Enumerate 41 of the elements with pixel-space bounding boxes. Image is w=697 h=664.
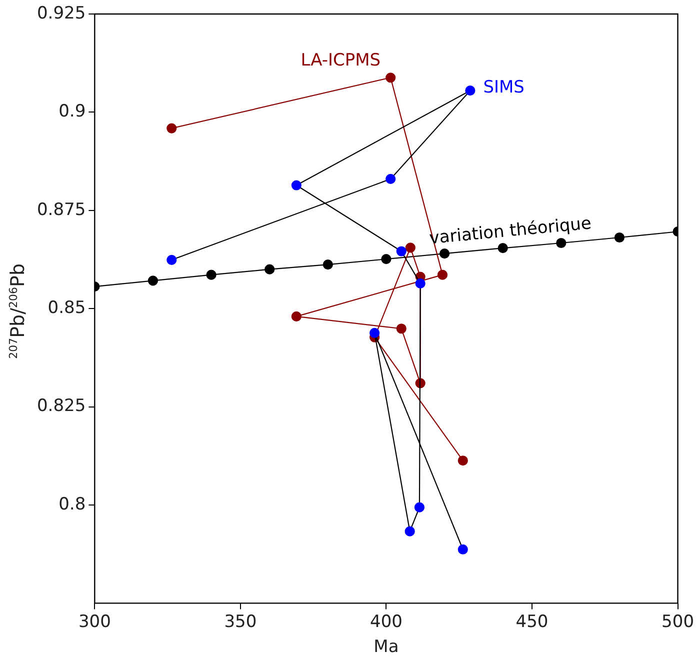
x-tick-label: 300	[78, 612, 111, 632]
x-tick-label: 500	[662, 612, 694, 632]
point	[396, 246, 406, 256]
point	[381, 254, 392, 264]
y-tick-label: 0.8	[58, 494, 86, 514]
point	[439, 248, 450, 259]
y-tick-label: 0.9	[58, 102, 86, 122]
point	[458, 456, 468, 466]
point	[614, 232, 625, 243]
y-tick-label: 0.925	[36, 3, 86, 24]
point	[405, 242, 416, 253]
x-axis-title: Ma	[374, 637, 399, 658]
point	[437, 270, 448, 280]
point	[291, 311, 302, 322]
point	[396, 324, 406, 334]
point	[414, 502, 425, 512]
point	[386, 174, 396, 184]
point	[556, 238, 566, 248]
y-tick-label: 0.85	[48, 298, 86, 318]
point	[166, 123, 177, 134]
point	[148, 276, 158, 286]
point	[166, 254, 177, 265]
x-tick-label: 350	[224, 612, 257, 632]
series-label: SIMS	[483, 78, 524, 98]
point	[415, 278, 426, 289]
point	[322, 260, 333, 270]
point	[291, 180, 302, 190]
point	[370, 328, 380, 338]
point	[498, 243, 508, 254]
point	[465, 86, 476, 96]
x-tick-label: 450	[516, 612, 548, 632]
point	[458, 544, 468, 554]
y-tick-label: 0.875	[36, 200, 86, 220]
series-label: LA-ICPMS	[300, 50, 381, 71]
text: variation théorique	[428, 214, 592, 249]
y-tick-label: 0.825	[36, 396, 86, 416]
point	[386, 72, 396, 83]
point	[404, 526, 415, 536]
point	[206, 270, 216, 280]
x-tick-label: 400	[370, 612, 402, 632]
point	[264, 264, 275, 274]
